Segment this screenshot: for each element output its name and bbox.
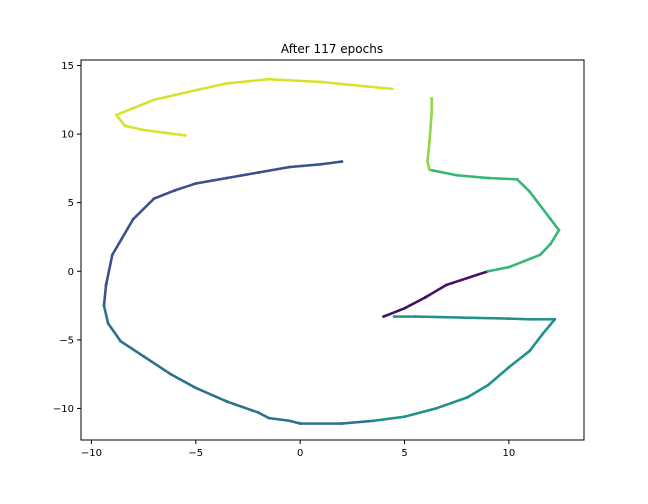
- data-point: [267, 416, 271, 420]
- data-point: [152, 98, 156, 102]
- data-point: [515, 177, 519, 181]
- x-tick-label: −5: [188, 448, 203, 459]
- data-point: [434, 407, 438, 410]
- data-point: [119, 339, 123, 343]
- x-tick-label: 0: [297, 448, 303, 459]
- data-point: [390, 87, 394, 91]
- data-point: [104, 283, 108, 287]
- data-point: [142, 128, 146, 132]
- plot-frame: [80, 59, 585, 441]
- data-point: [465, 396, 469, 399]
- data-point: [194, 386, 198, 390]
- x-tick-label: 10: [502, 448, 515, 459]
- series-1: [102, 160, 344, 307]
- data-point: [142, 354, 146, 358]
- data-point: [423, 295, 427, 299]
- data-point: [225, 400, 229, 403]
- series-3: [371, 315, 557, 423]
- data-point: [106, 321, 110, 325]
- data-point: [392, 315, 396, 318]
- y-tick-label: −10: [53, 404, 74, 415]
- data-point: [102, 304, 106, 307]
- y-tick-label: 5: [68, 198, 74, 209]
- plot-area: [102, 77, 561, 425]
- data-point: [486, 269, 490, 273]
- y-tick-label: 10: [61, 130, 74, 141]
- data-point: [183, 134, 187, 137]
- data-point: [340, 160, 344, 163]
- series-5: [426, 97, 434, 172]
- data-point: [194, 88, 198, 92]
- series-6: [115, 77, 394, 137]
- x-axis: −10 −5 0 5 10: [81, 440, 515, 459]
- data-point: [298, 422, 302, 425]
- y-tick-label: −5: [59, 335, 74, 346]
- data-point: [507, 317, 511, 320]
- data-point: [403, 415, 406, 419]
- data-point: [225, 176, 229, 180]
- data-point: [465, 276, 469, 280]
- x-tick-label: 5: [401, 448, 407, 459]
- series-2: [102, 304, 375, 425]
- data-point: [538, 253, 542, 257]
- data-point: [225, 81, 229, 85]
- data-point: [371, 419, 375, 423]
- data-point: [428, 139, 431, 143]
- y-tick-label: 15: [61, 61, 74, 72]
- data-point: [173, 188, 177, 192]
- data-point: [403, 306, 406, 310]
- data-point: [553, 317, 557, 321]
- data-point: [455, 173, 459, 177]
- x-tick-label: −10: [81, 448, 102, 459]
- data-point: [340, 422, 344, 425]
- data-point: [319, 162, 323, 166]
- data-point: [288, 165, 292, 169]
- data-point: [123, 124, 127, 128]
- data-point: [507, 265, 511, 269]
- data-point: [257, 411, 260, 414]
- data-point: [486, 383, 490, 387]
- data-point: [426, 160, 429, 163]
- data-point: [152, 197, 156, 200]
- data-point: [361, 84, 365, 88]
- data-point: [413, 315, 417, 318]
- chart-title: After 117 epochs: [281, 42, 383, 56]
- data-point: [169, 372, 173, 376]
- data-point: [528, 317, 532, 321]
- data-point: [115, 113, 118, 117]
- data-point: [549, 242, 553, 246]
- data-point: [110, 253, 114, 257]
- data-point: [319, 80, 323, 84]
- data-point: [163, 131, 166, 135]
- data-point: [382, 315, 386, 318]
- data-point: [288, 419, 292, 423]
- series-0: [382, 269, 490, 318]
- y-tick-label: 0: [68, 267, 74, 278]
- data-point: [540, 332, 544, 336]
- data-point: [444, 283, 448, 287]
- data-point: [507, 365, 511, 369]
- data-point: [430, 97, 434, 100]
- data-point: [257, 171, 260, 174]
- data-point: [486, 176, 490, 180]
- data-point: [430, 112, 434, 115]
- data-point: [549, 217, 553, 221]
- data-point: [194, 182, 198, 185]
- data-point: [528, 190, 532, 194]
- data-point: [267, 77, 271, 81]
- data-point: [444, 315, 448, 319]
- data-point: [528, 349, 532, 353]
- data-point: [557, 228, 561, 232]
- y-axis: −10 −5 0 5 10 15: [53, 61, 81, 415]
- data-point: [428, 168, 431, 172]
- data-point: [476, 316, 479, 320]
- series-4: [428, 168, 561, 273]
- data-point: [131, 217, 135, 221]
